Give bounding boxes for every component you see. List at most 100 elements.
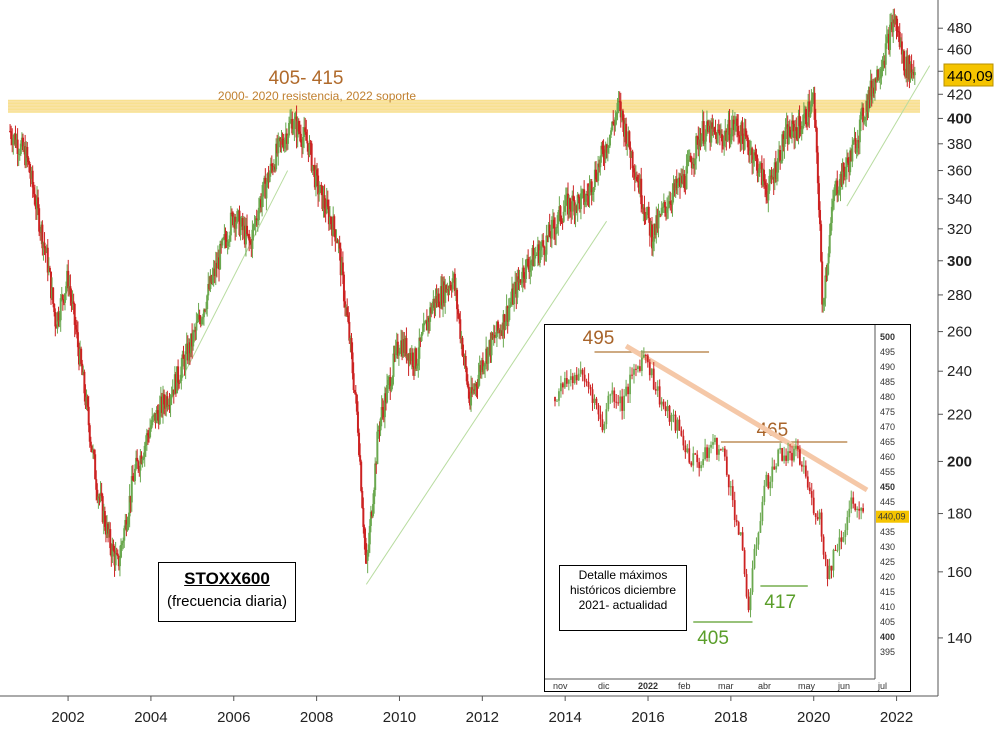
candle-body — [707, 121, 710, 132]
inset-candle-body — [680, 430, 683, 436]
candle-body — [812, 92, 815, 98]
candle-body — [775, 172, 778, 179]
inset-candle-body — [712, 442, 714, 445]
candle-body — [687, 159, 690, 161]
candle-body — [359, 455, 362, 462]
candle-body — [722, 141, 725, 146]
candle-body — [759, 163, 762, 165]
inset-y-tick-label: 425 — [880, 557, 895, 567]
inset-candle-body — [652, 368, 655, 390]
candle-body — [69, 286, 72, 295]
inset-candle-body — [816, 517, 819, 520]
candle-body — [668, 201, 671, 208]
inset-x-tick-label: dic — [598, 681, 610, 691]
inset-candle-body — [826, 559, 829, 580]
candle-body — [284, 133, 287, 140]
candle-body — [111, 544, 114, 557]
candle-body — [758, 163, 761, 173]
candle-body — [102, 511, 105, 523]
candle-body — [682, 174, 685, 184]
candle-body — [37, 197, 40, 209]
candle-body — [747, 147, 750, 156]
candle-body — [565, 193, 568, 196]
candle-body — [278, 137, 281, 139]
candle-body — [544, 254, 547, 256]
candle-body — [780, 160, 783, 163]
candle-body — [667, 207, 670, 209]
y-tick-label: 180 — [947, 506, 972, 523]
candle-body — [282, 144, 285, 149]
candle-body — [625, 123, 628, 147]
candle-body — [369, 511, 372, 526]
chart-subtitle: (frecuencia diaria) — [166, 593, 288, 610]
inset-candle-body — [777, 449, 780, 467]
candle-body — [530, 260, 533, 266]
candle-body — [113, 550, 116, 566]
candle-body — [805, 108, 808, 125]
candle-body — [274, 166, 277, 170]
candle-body — [214, 262, 217, 277]
inset-price-candles — [554, 347, 864, 618]
candle-body — [601, 145, 604, 150]
candle-body — [795, 127, 798, 131]
candle-body — [292, 129, 295, 134]
inset-candle-body — [739, 532, 742, 535]
candle-body — [89, 441, 92, 446]
candle-body — [303, 127, 306, 138]
candle-body — [568, 198, 571, 215]
candle-body — [241, 218, 244, 231]
candle-body — [772, 176, 775, 184]
candle-body — [774, 162, 777, 179]
x-tick-label: 2020 — [797, 709, 830, 726]
candle-body — [905, 56, 908, 77]
candle-body — [904, 70, 907, 77]
inset-candle-body — [763, 485, 766, 502]
candle-body — [12, 138, 15, 145]
candle-body — [907, 56, 910, 78]
candle-body — [699, 139, 702, 147]
candle-body — [64, 293, 67, 303]
candle-body — [79, 348, 82, 365]
candle-body — [126, 524, 129, 531]
candle-body — [251, 229, 254, 249]
candle-body — [167, 404, 170, 407]
candle-body — [408, 352, 411, 364]
candle-body — [801, 125, 804, 130]
inset-candle-body — [846, 517, 849, 531]
candle-body — [800, 129, 803, 135]
candle-body — [746, 137, 749, 148]
candle-body — [159, 396, 162, 405]
inset-note-line: Detalle máximos — [578, 568, 668, 582]
inset-candle-body — [558, 391, 560, 401]
candle-body — [582, 189, 585, 191]
candle-body — [755, 155, 758, 159]
inset-candle-body — [844, 530, 847, 538]
inset-candle-body — [836, 549, 839, 551]
inset-candle-body — [678, 419, 681, 431]
candle-body — [788, 126, 791, 137]
inset-candle-body — [587, 381, 590, 388]
inset-last-price-tag: 440,09 — [876, 510, 909, 523]
candle-body — [634, 176, 637, 179]
candle-body — [555, 228, 558, 235]
candle-body — [21, 137, 24, 151]
candle-body — [570, 209, 573, 212]
candle-body — [552, 219, 555, 228]
candle-body — [323, 195, 326, 209]
inset-candle-body — [783, 455, 785, 461]
inset-y-tick-label: 405 — [880, 617, 895, 627]
candle-body — [207, 283, 210, 296]
candle-body — [41, 224, 44, 249]
candle-body — [592, 187, 595, 193]
candle-body — [383, 393, 386, 418]
candle-body — [622, 120, 625, 137]
candle-body — [32, 187, 35, 194]
candle-body — [360, 461, 363, 491]
inset-y-tick-label: 410 — [880, 602, 895, 612]
candle-body — [140, 455, 143, 464]
candle-body — [463, 355, 466, 357]
candle-body — [184, 351, 187, 370]
candle-body — [177, 366, 180, 383]
candle-body — [822, 304, 825, 306]
candle-body — [86, 396, 89, 407]
